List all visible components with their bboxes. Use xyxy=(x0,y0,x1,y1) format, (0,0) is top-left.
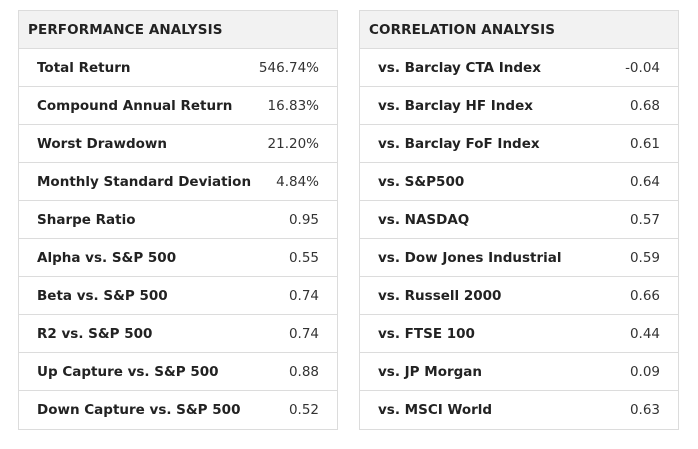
table-row: vs. MSCI World 0.63 xyxy=(360,391,678,429)
row-label: Total Return xyxy=(37,59,131,76)
row-value: 0.74 xyxy=(288,325,319,342)
row-value: 0.74 xyxy=(288,287,319,304)
row-value: 0.52 xyxy=(288,402,319,418)
row-label: Sharpe Ratio xyxy=(37,211,136,228)
row-label: Beta vs. S&P 500 xyxy=(37,287,168,304)
row-label: Monthly Standard Deviation xyxy=(37,173,252,190)
row-label: Down Capture vs. S&P 500 xyxy=(37,402,241,418)
row-label: vs. Barclay HF Index xyxy=(378,97,533,114)
row-value: 0.55 xyxy=(288,249,319,266)
row-value: -0.04 xyxy=(625,59,660,76)
table-row: R2 vs. S&P 500 0.74 xyxy=(19,315,337,353)
row-label: R2 vs. S&P 500 xyxy=(37,325,153,342)
row-label: vs. JP Morgan xyxy=(378,363,483,380)
row-label: Worst Drawdown xyxy=(37,135,167,152)
row-value: 0.66 xyxy=(629,287,660,304)
row-label: vs. Dow Jones Industrial xyxy=(378,249,562,266)
row-label: Compound Annual Return xyxy=(37,97,233,114)
row-value: 4.84% xyxy=(276,173,319,190)
table-row: Compound Annual Return 16.83% xyxy=(19,87,337,125)
table-row: Up Capture vs. S&P 500 0.88 xyxy=(19,353,337,391)
table-row: vs. NASDAQ 0.57 xyxy=(360,201,678,239)
table-row: vs. S&P500 0.64 xyxy=(360,163,678,201)
row-value: 21.20% xyxy=(267,135,319,152)
row-value: 0.64 xyxy=(629,173,660,190)
row-label: vs. MSCI World xyxy=(378,402,493,418)
row-value: 0.63 xyxy=(629,402,660,418)
table-row: Down Capture vs. S&P 500 0.52 xyxy=(19,391,337,429)
row-value: 546.74% xyxy=(258,59,319,76)
row-value: 0.68 xyxy=(629,97,660,114)
row-label: Up Capture vs. S&P 500 xyxy=(37,363,219,380)
row-label: vs. Barclay CTA Index xyxy=(378,59,541,76)
table-row: Monthly Standard Deviation 4.84% xyxy=(19,163,337,201)
row-value: 0.88 xyxy=(288,363,319,380)
row-label: vs. Barclay FoF Index xyxy=(378,135,540,152)
table-row: Total Return 546.74% xyxy=(19,49,337,87)
row-value: 0.61 xyxy=(629,135,660,152)
table-row: vs. Dow Jones Industrial 0.59 xyxy=(360,239,678,277)
row-label: vs. S&P500 xyxy=(378,173,465,190)
row-value: 0.57 xyxy=(629,211,660,228)
table-row: vs. Russell 2000 0.66 xyxy=(360,277,678,315)
row-value: 0.09 xyxy=(629,363,660,380)
table-row: Sharpe Ratio 0.95 xyxy=(19,201,337,239)
table-row: vs. Barclay HF Index 0.68 xyxy=(360,87,678,125)
performance-analysis-panel: PERFORMANCE ANALYSIS Total Return 546.74… xyxy=(18,10,338,430)
table-row: vs. Barclay FoF Index 0.61 xyxy=(360,125,678,163)
correlation-analysis-title: CORRELATION ANALYSIS xyxy=(360,11,678,49)
table-row: Alpha vs. S&P 500 0.55 xyxy=(19,239,337,277)
row-label: Alpha vs. S&P 500 xyxy=(37,249,177,266)
table-row: vs. Barclay CTA Index -0.04 xyxy=(360,49,678,87)
row-value: 0.44 xyxy=(629,325,660,342)
correlation-analysis-panel: CORRELATION ANALYSIS vs. Barclay CTA Ind… xyxy=(359,10,679,430)
row-label: vs. FTSE 100 xyxy=(378,325,475,342)
table-row: vs. JP Morgan 0.09 xyxy=(360,353,678,391)
table-row: Beta vs. S&P 500 0.74 xyxy=(19,277,337,315)
table-row: Worst Drawdown 21.20% xyxy=(19,125,337,163)
row-label: vs. NASDAQ xyxy=(378,211,470,228)
performance-analysis-title: PERFORMANCE ANALYSIS xyxy=(19,11,337,49)
table-row: vs. FTSE 100 0.44 xyxy=(360,315,678,353)
row-value: 16.83% xyxy=(267,97,319,114)
row-value: 0.59 xyxy=(629,249,660,266)
row-label: vs. Russell 2000 xyxy=(378,287,502,304)
row-value: 0.95 xyxy=(288,211,319,228)
